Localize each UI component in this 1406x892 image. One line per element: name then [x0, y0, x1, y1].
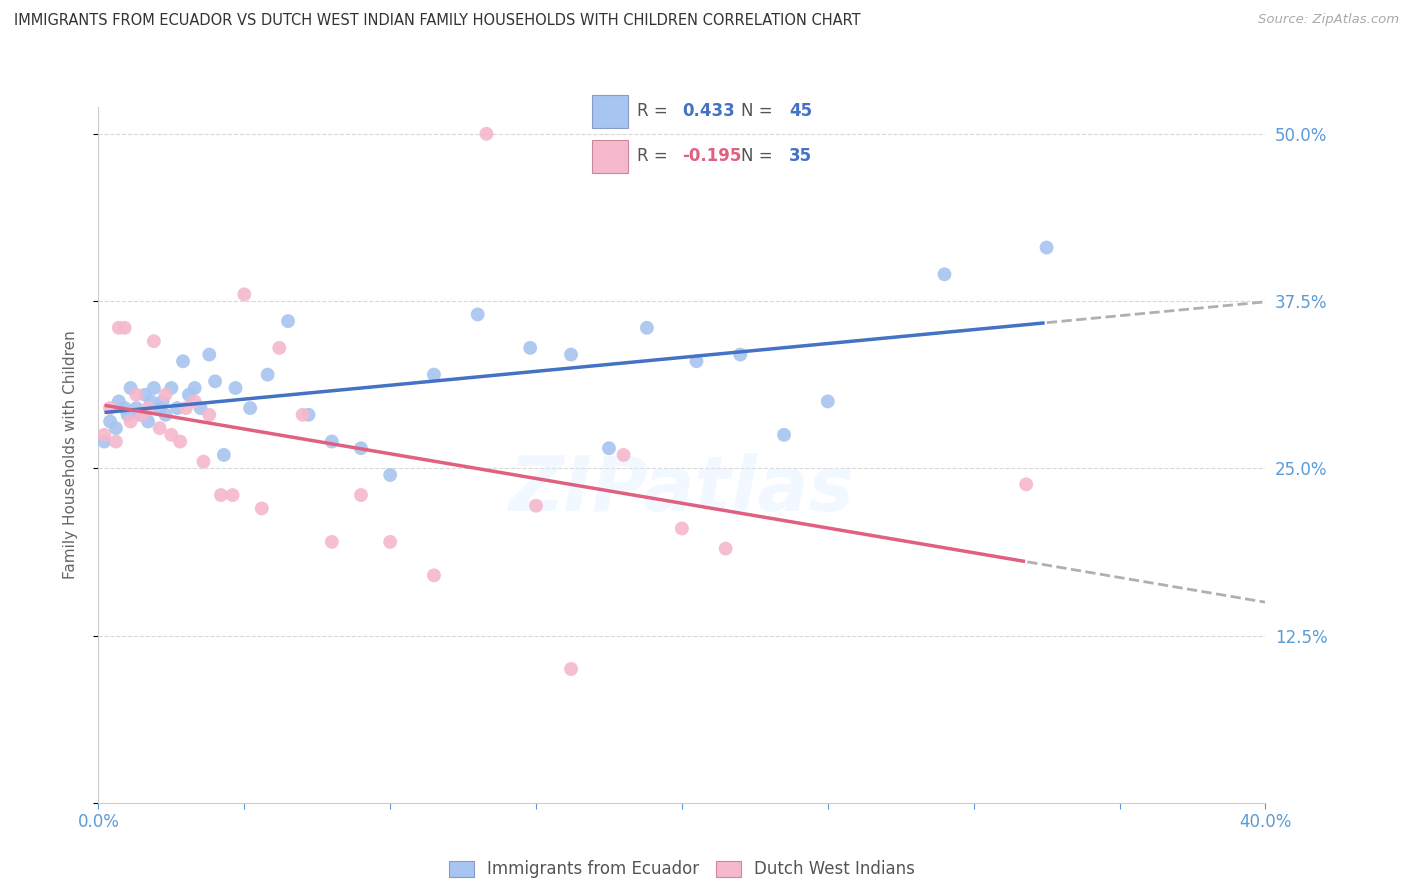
Point — [198, 348, 221, 362]
Point — [190, 401, 212, 416]
Point — [239, 401, 262, 416]
Point — [612, 448, 634, 462]
Legend: Immigrants from Ecuador, Dutch West Indians: Immigrants from Ecuador, Dutch West Indi… — [441, 854, 922, 885]
Point — [166, 401, 188, 416]
Point — [560, 662, 582, 676]
Text: -0.195: -0.195 — [682, 147, 741, 165]
Point — [169, 434, 191, 449]
Point — [321, 434, 343, 449]
Point — [598, 442, 620, 456]
Point — [773, 428, 796, 442]
Point — [114, 401, 136, 416]
Point — [233, 287, 256, 301]
Text: 45: 45 — [789, 103, 811, 120]
Text: 0.433: 0.433 — [682, 103, 735, 120]
Point — [142, 334, 165, 349]
Point — [204, 375, 226, 389]
Y-axis label: Family Households with Children: Family Households with Children — [63, 331, 77, 579]
Text: N =: N = — [741, 147, 772, 165]
Point — [225, 381, 247, 395]
Point — [269, 341, 291, 355]
Point — [277, 314, 299, 328]
Point — [131, 408, 153, 422]
Point — [174, 401, 197, 416]
Point — [160, 381, 183, 395]
FancyBboxPatch shape — [592, 140, 628, 173]
Point — [297, 408, 319, 422]
Point — [193, 455, 215, 469]
FancyBboxPatch shape — [592, 95, 628, 128]
Point — [125, 401, 148, 416]
Point — [250, 501, 273, 516]
Point — [183, 394, 205, 409]
Text: R =: R = — [637, 147, 673, 165]
Point — [134, 388, 156, 402]
Point — [155, 388, 177, 402]
Point — [636, 321, 658, 335]
Text: IMMIGRANTS FROM ECUADOR VS DUTCH WEST INDIAN FAMILY HOUSEHOLDS WITH CHILDREN COR: IMMIGRANTS FROM ECUADOR VS DUTCH WEST IN… — [14, 13, 860, 29]
Point — [155, 408, 177, 422]
Point — [560, 348, 582, 362]
Point — [114, 321, 136, 335]
Point — [256, 368, 278, 382]
Point — [183, 381, 205, 395]
Point — [117, 408, 139, 422]
Point — [177, 388, 200, 402]
Point — [152, 394, 174, 409]
Point — [104, 421, 127, 435]
Point — [120, 381, 142, 395]
Point — [98, 415, 121, 429]
Point — [519, 341, 541, 355]
Point — [934, 268, 956, 282]
Text: Source: ZipAtlas.com: Source: ZipAtlas.com — [1258, 13, 1399, 27]
Point — [728, 348, 751, 362]
Point — [149, 421, 172, 435]
Point — [98, 401, 121, 416]
Point — [160, 428, 183, 442]
Point — [1035, 241, 1057, 255]
Point — [475, 127, 498, 141]
Point — [142, 381, 165, 395]
Point — [93, 434, 115, 449]
Point — [221, 488, 243, 502]
Point — [108, 394, 131, 409]
Point — [714, 541, 737, 556]
Point — [120, 415, 142, 429]
Point — [350, 442, 373, 456]
Point — [136, 415, 159, 429]
Point — [139, 394, 162, 409]
Point — [212, 448, 235, 462]
Point — [423, 568, 446, 582]
Point — [125, 388, 148, 402]
Point — [108, 321, 131, 335]
Point — [423, 368, 446, 382]
Point — [291, 408, 314, 422]
Point — [350, 488, 373, 502]
Point — [172, 354, 194, 368]
Text: ZIPatlas: ZIPatlas — [509, 453, 855, 526]
Point — [817, 394, 839, 409]
Point — [104, 434, 127, 449]
Text: 35: 35 — [789, 147, 811, 165]
Point — [467, 307, 489, 322]
Point — [671, 521, 693, 535]
Point — [136, 401, 159, 416]
Point — [524, 499, 547, 513]
Text: N =: N = — [741, 103, 772, 120]
Point — [93, 428, 115, 442]
Point — [198, 408, 221, 422]
Point — [378, 468, 402, 483]
Point — [128, 408, 150, 422]
Point — [1015, 477, 1038, 491]
Point — [685, 354, 707, 368]
Point — [149, 401, 172, 416]
Point — [209, 488, 232, 502]
Point — [321, 535, 343, 549]
Text: R =: R = — [637, 103, 673, 120]
Point — [378, 535, 402, 549]
